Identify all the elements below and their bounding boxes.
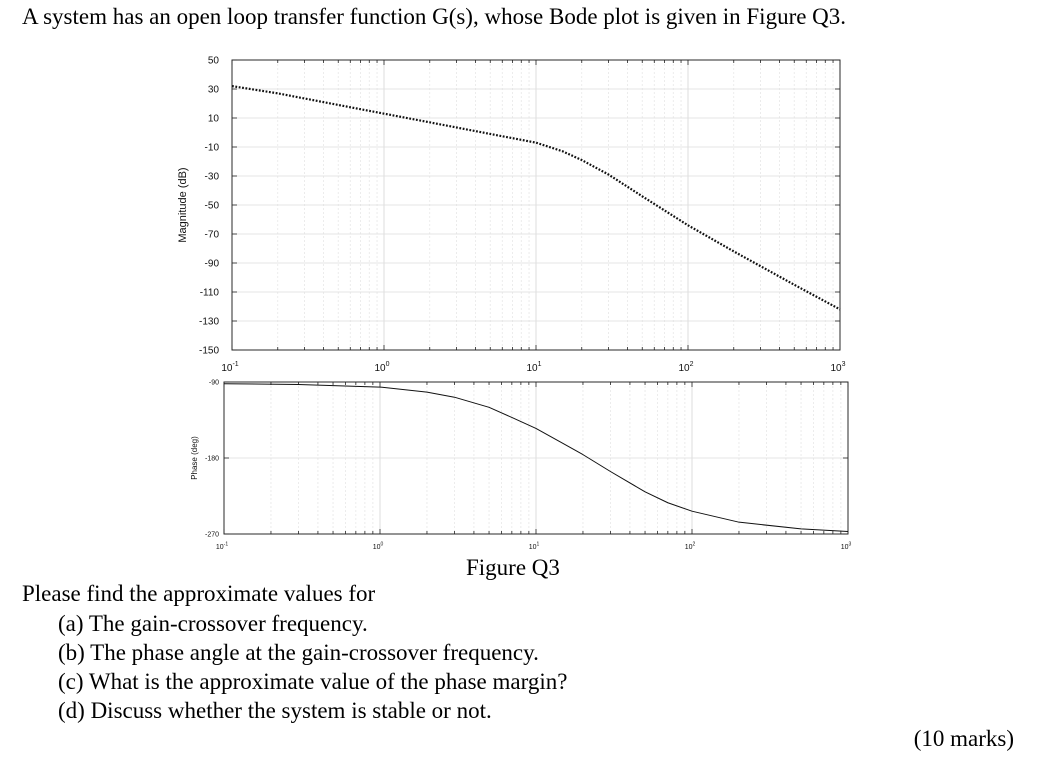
magnitude-grid [231,59,840,351]
phase-y-tick-label: -180 [205,456,219,463]
phase-y-tick-label: -270 [205,532,219,539]
magnitude-y-tick-label: -30 [205,172,220,183]
question-intro: A system has an open loop transfer funct… [22,4,847,29]
question-parts: (a) The gain-crossover frequency. (b) Th… [58,609,567,725]
magnitude-y-tick-label: 10 [208,114,220,125]
phase-ticks [223,381,849,535]
magnitude-x-tick-label: 100 [374,361,389,374]
question-part-c: (c) What is the approximate value of the… [58,669,568,694]
marks-label: (10 marks) [913,726,1014,751]
question-prompt: Please find the approximate values for [22,581,376,606]
phase-grid [223,381,848,535]
figure-caption: Figure Q3 [466,555,560,580]
magnitude-x-tick-label: 101 [526,361,541,374]
magnitude-axes-box [231,59,841,351]
phase-curve [223,383,849,532]
phase-x-tick-label: 10-1 [216,541,228,551]
magnitude-y-tick-label: 30 [208,85,220,96]
magnitude-x-tick-label: 102 [678,361,693,374]
question-part-b: (b) The phase angle at the gain-crossove… [58,640,539,665]
phase-x-tick-label: 100 [373,541,384,551]
magnitude-y-tick-label: 50 [208,56,220,67]
magnitude-y-tick-label: -50 [205,201,220,212]
magnitude-y-tick-label: -90 [205,259,220,270]
phase-x-tick-label: 103 [841,541,852,551]
magnitude-y-tick-label: -70 [205,230,220,241]
magnitude-y-tick-label: -130 [199,317,219,328]
phase-plot-area [224,382,848,534]
question-part-d: (d) Discuss whether the system is stable… [58,698,492,723]
question-part-a: (a) The gain-crossover frequency. [58,611,368,636]
magnitude-x-tick-label: 10-1 [221,361,238,374]
magnitude-y-tick-label: -110 [200,288,220,299]
magnitude-curve [231,85,841,311]
phase-x-tick-label: 102 [685,541,696,551]
phase-plot: -90 -180 -270 10-1 100 101 102 103 Phase (deg) [190,380,852,551]
magnitude-plot-area [232,60,840,350]
phase-y-tick-label: -90 [209,380,219,387]
magnitude-y-tick-label: -10 [205,143,220,154]
magnitude-x-tick-label: 103 [830,361,845,374]
magnitude-ticks [231,59,841,351]
phase-y-axis-label: Phase (deg) [190,436,199,480]
magnitude-y-tick-label: -150 [199,346,219,357]
phase-axes-box [223,381,849,535]
phase-x-tick-label: 101 [529,541,540,551]
magnitude-y-axis-label: Magnitude (dB) [177,167,189,242]
